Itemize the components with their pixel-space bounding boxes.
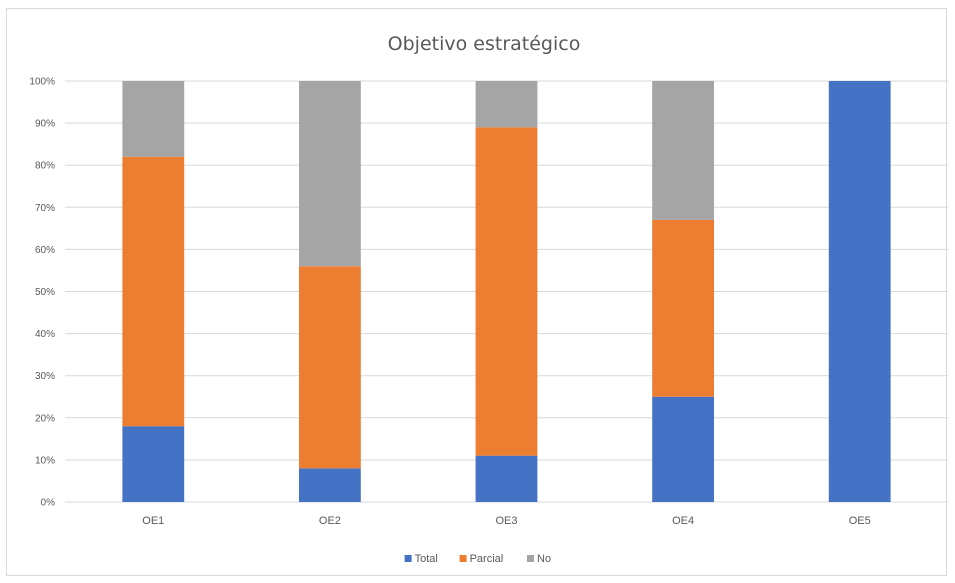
y-tick-label: 90% xyxy=(35,119,55,130)
legend-swatch-no xyxy=(527,555,534,562)
y-tick-label: 10% xyxy=(35,455,55,466)
y-tick-label: 70% xyxy=(35,203,55,214)
y-tick-label: 100% xyxy=(29,77,55,88)
bar-parcial-oe2 xyxy=(298,266,361,469)
y-tick-label: 60% xyxy=(35,245,55,256)
bar-parcial-oe4 xyxy=(652,219,715,397)
y-tick-label: 0% xyxy=(41,498,56,509)
bar-parcial-oe1 xyxy=(122,156,185,427)
y-tick-label: 30% xyxy=(35,371,55,382)
bar-total-oe4 xyxy=(652,396,715,502)
legend-swatch-parcial xyxy=(459,555,467,562)
bar-total-oe3 xyxy=(475,455,538,502)
legend-label-no: No xyxy=(537,553,551,565)
x-axis-categories: OE1 OE2 OE3 OE4 OE5 xyxy=(142,515,870,527)
x-category-label: OE5 xyxy=(849,515,871,527)
legend: Total Parcial No xyxy=(404,553,551,565)
bar-total-oe1 xyxy=(122,426,185,502)
x-category-label: OE4 xyxy=(672,515,694,527)
bar-no-oe4 xyxy=(652,81,715,220)
legend-swatch-total xyxy=(404,555,412,562)
x-category-label: OE2 xyxy=(319,515,341,527)
y-tick-label: 20% xyxy=(35,413,55,424)
legend-label-parcial: Parcial xyxy=(470,553,504,565)
bar-no-oe3 xyxy=(475,81,538,128)
chart-title: Objetivo estratégico xyxy=(388,33,581,55)
bar-no-oe2 xyxy=(298,81,361,267)
x-category-label: OE3 xyxy=(495,515,517,527)
bar-total-oe2 xyxy=(298,468,361,502)
y-tick-label: 80% xyxy=(35,161,55,172)
bar-total-oe5 xyxy=(828,81,891,502)
bar-no-oe1 xyxy=(122,81,185,157)
legend-label-total: Total xyxy=(415,553,438,565)
x-category-label: OE1 xyxy=(142,515,164,527)
bar-parcial-oe3 xyxy=(475,127,538,456)
bars xyxy=(122,81,891,502)
y-tick-label: 50% xyxy=(35,287,55,298)
y-axis-ticks: 0% 10% 20% 30% 40% 50% 60% 70% 80% 90% 100% xyxy=(29,77,55,509)
y-tick-label: 40% xyxy=(35,329,55,340)
